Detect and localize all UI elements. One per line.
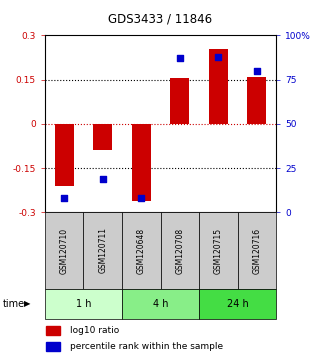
Point (254, 68, 259, 74)
Bar (46, 342, 60, 351)
Text: 4 h: 4 h (153, 298, 168, 309)
Text: percentile rank within the sample: percentile rank within the sample (70, 342, 223, 351)
Text: GSM120715: GSM120715 (214, 227, 223, 274)
Bar (238, 212, 276, 289)
Text: 1 h: 1 h (76, 298, 91, 309)
Bar (209, 48, 228, 124)
Text: GDS3433 / 11846: GDS3433 / 11846 (108, 12, 213, 25)
Text: time: time (3, 298, 25, 309)
Text: GSM120710: GSM120710 (60, 227, 69, 274)
Text: ▶: ▶ (24, 299, 30, 308)
Point (139, 195, 144, 201)
Bar (83, 212, 122, 289)
Text: log10 ratio: log10 ratio (70, 326, 119, 335)
Point (100, 176, 105, 182)
Bar (122, 289, 199, 319)
Bar (247, 77, 266, 124)
Point (62, 195, 67, 201)
Text: GSM120716: GSM120716 (252, 227, 261, 274)
Bar (132, 124, 151, 201)
Bar (55, 124, 74, 186)
Text: GSM120648: GSM120648 (137, 227, 146, 274)
Bar (160, 212, 199, 289)
Bar (93, 124, 112, 150)
Text: GSM120711: GSM120711 (98, 228, 107, 273)
Bar (122, 212, 160, 289)
Bar (199, 212, 238, 289)
Bar (46, 326, 60, 335)
Bar (45, 212, 83, 289)
Text: GSM120708: GSM120708 (175, 227, 184, 274)
Point (216, 54, 221, 59)
Text: 24 h: 24 h (227, 298, 248, 309)
Point (177, 56, 182, 61)
Bar (170, 78, 189, 124)
Bar (45, 289, 122, 319)
Bar (199, 289, 276, 319)
